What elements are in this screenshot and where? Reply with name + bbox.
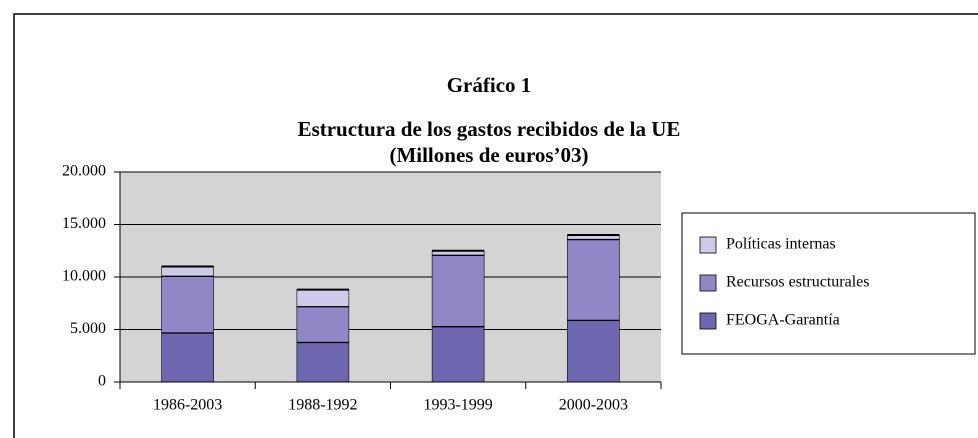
- y-tick-label: 10.000: [62, 268, 106, 285]
- chart-title: Gráfico 1: [447, 73, 532, 97]
- bar-segment: [161, 266, 214, 277]
- legend-swatch: [699, 312, 717, 330]
- x-tick-label: 1988-1992: [288, 397, 357, 414]
- bar-segment: [161, 275, 214, 333]
- legend: [681, 212, 976, 355]
- chart-subtitle: Estructura de los gastos recibidos de la…: [298, 117, 681, 141]
- x-tick-label: 1993-1999: [423, 397, 492, 414]
- bar-segment: [567, 319, 620, 383]
- chart-subtitle: (Millones de euros’03): [389, 143, 588, 167]
- bar-segment: [567, 238, 620, 321]
- legend-label: Recursos estructurales: [726, 274, 870, 291]
- legend-swatch: [699, 274, 717, 292]
- bar-segment: [296, 306, 350, 343]
- bar-segment: [431, 254, 485, 327]
- frame: [13, 13, 978, 438]
- y-tick-label: 0: [98, 373, 106, 390]
- legend-swatch: [699, 236, 717, 254]
- bar-segment: [431, 326, 485, 383]
- x-tick-label: 2000-2003: [559, 397, 628, 414]
- legend-label: FEOGA-Garantía: [726, 312, 840, 329]
- y-tick-label: 15.000: [62, 215, 106, 232]
- y-tick-label: 5.000: [70, 320, 106, 337]
- bar-segment: [296, 289, 350, 307]
- x-tick-label: 1986-2003: [153, 397, 222, 414]
- bar-segment: [161, 332, 214, 383]
- bar-segment: [296, 341, 350, 383]
- legend-label: Políticas internas: [726, 236, 836, 253]
- y-tick-label: 20.000: [62, 163, 106, 180]
